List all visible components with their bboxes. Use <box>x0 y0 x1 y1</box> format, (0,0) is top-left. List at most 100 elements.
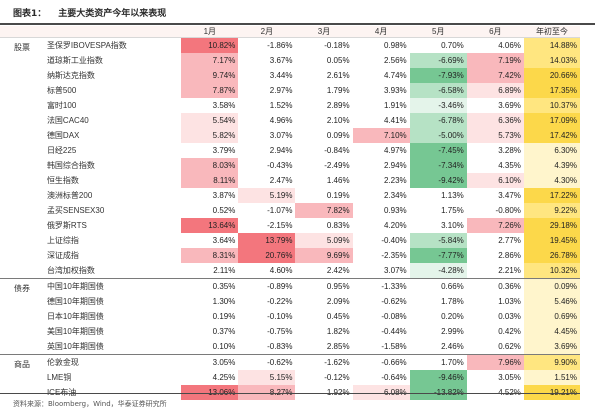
monthly-return-cell: 0.62% <box>498 342 521 351</box>
monthly-return-cell: 4.41% <box>383 116 407 125</box>
table-row: 台湾加权指数 2.11% 4.60% 2.42% 3.07% -4.28% 2.21% 10.… <box>0 263 580 279</box>
table-row: 道琼斯工业指数 7.17% 3.67% 0.05% 2.56% -6.69% 7.19% 14… <box>0 53 580 68</box>
monthly-return-cell: 4.35% <box>498 161 521 170</box>
table-row: 纳斯达克指数 9.74% 3.44% 2.61% 4.74% -7.93% 7.42% 20.… <box>0 68 580 83</box>
monthly-return-cell: 0.36% <box>466 278 524 294</box>
bottom-rule <box>0 393 580 394</box>
column-header: 1月 <box>181 26 239 38</box>
monthly-return-cell: 20.76% <box>238 248 296 263</box>
monthly-return-cell: -4.28% <box>409 263 467 279</box>
asset-name: 圣保罗IBOVESPA指数 <box>46 41 127 50</box>
header-row: 1月 2月 3月 4月 5月 6月 年初至今 <box>0 26 580 38</box>
monthly-return-cell: 4.52% <box>467 385 524 400</box>
category-label: 商品 <box>0 354 44 400</box>
monthly-return-cell: 1.30% <box>212 297 236 306</box>
monthly-return-cell: 2.42% <box>326 266 350 275</box>
monthly-return-cell: 0.45% <box>326 312 350 321</box>
monthly-return-cell: 7.26% <box>466 218 524 233</box>
table-body: 股票 圣保罗IBOVESPA指数 10.82% -1.86% -0.18% 0.98% 0.… <box>0 37 580 400</box>
monthly-return-cell: 0.03% <box>498 312 521 321</box>
monthly-return-cell: 7.87% <box>181 83 239 98</box>
table-row: 法国CAC40 5.54% 4.96% 2.10% 4.41% -6.78% 6.36% 17… <box>0 113 580 128</box>
ytd-return-cell: 14.03% <box>523 53 580 68</box>
table-row: 德国10年期国债 1.30% -0.22% 2.09% -0.62% 1.78% 1.03%… <box>0 294 580 309</box>
monthly-return-cell: 4.96% <box>269 116 293 125</box>
monthly-return-cell: 7.42% <box>466 68 524 83</box>
monthly-return-cell: 2.99% <box>441 327 464 336</box>
monthly-return-cell: 0.19% <box>212 312 236 321</box>
table-row: 孟买SENSEX30 0.52% -1.07% 7.82% 0.93% 1.75% -0.8… <box>0 203 580 218</box>
monthly-return-cell: -1.07% <box>267 206 293 215</box>
monthly-return-cell: -7.34% <box>409 158 467 173</box>
ytd-return-cell: 5.46% <box>523 294 580 309</box>
monthly-return-cell: 3.07% <box>269 131 293 140</box>
monthly-return-cell: -0.12% <box>324 373 350 382</box>
ytd-return-cell: 29.18% <box>523 218 580 233</box>
asset-name: 深证成指 <box>46 251 79 260</box>
monthly-return-cell: 1.92% <box>295 385 352 400</box>
monthly-return-cell: 0.09% <box>326 131 350 140</box>
ytd-return-cell: 17.42% <box>523 128 580 143</box>
monthly-return-cell: 3.47% <box>498 191 521 200</box>
monthly-return-cell: 2.11% <box>213 266 236 275</box>
monthly-return-cell: 3.67% <box>269 56 293 65</box>
table-row: 标普500 7.87% 2.97% 1.79% 3.93% -6.58% 6.89% 17.3… <box>0 83 580 98</box>
monthly-return-cell: 0.05% <box>326 56 350 65</box>
ytd-return-cell: 0.09% <box>523 278 580 294</box>
asset-name: 中国10年期国债 <box>43 278 182 294</box>
asset-performance-table: 1月 2月 3月 4月 5月 6月 年初至今 股票 圣保罗IBOVESPA指数 10.82% -1… <box>0 26 580 400</box>
ytd-return-cell: 6.30% <box>523 143 580 158</box>
monthly-return-cell: 5.82% <box>181 128 239 143</box>
monthly-return-cell: -2.15% <box>267 221 293 230</box>
ytd-return-cell: 9.22% <box>523 203 580 218</box>
monthly-return-cell: 2.85% <box>326 342 350 351</box>
monthly-return-cell: -3.46% <box>409 98 467 113</box>
monthly-return-cell: -6.78% <box>409 113 467 128</box>
monthly-return-cell: 2.77% <box>498 236 521 245</box>
column-header <box>0 26 44 38</box>
monthly-return-cell: -0.80% <box>495 206 521 215</box>
monthly-return-cell: 2.34% <box>383 191 407 200</box>
monthly-return-cell: -13.82% <box>409 385 467 400</box>
monthly-return-cell: 1.75% <box>441 206 464 215</box>
asset-name: 韩国综合指数 <box>46 161 95 170</box>
ytd-return-cell: 17.09% <box>523 113 580 128</box>
monthly-return-cell: -0.08% <box>381 312 407 321</box>
monthly-return-cell: -0.66% <box>352 354 410 370</box>
ytd-return-cell: 10.37% <box>523 98 580 113</box>
ytd-return-cell: 3.69% <box>523 339 580 355</box>
ytd-return-cell: 19.45% <box>523 233 580 248</box>
monthly-return-cell: -0.44% <box>381 327 407 336</box>
asset-name: 澳洲标普200 <box>46 191 93 200</box>
column-header: 5月 <box>409 26 467 38</box>
monthly-return-cell: 0.10% <box>212 342 236 351</box>
asset-name: 美国10年期国债 <box>46 327 104 336</box>
ytd-return-cell: 0.69% <box>523 309 580 324</box>
category-label: 债券 <box>0 278 44 355</box>
monthly-return-cell: -0.75% <box>267 327 293 336</box>
monthly-return-cell: 0.98% <box>383 41 407 50</box>
asset-name: 法国CAC40 <box>46 116 89 125</box>
ytd-return-cell: 20.66% <box>523 68 580 83</box>
monthly-return-cell: 4.06% <box>498 41 521 50</box>
table-row: ICE布油13.06%8.27%1.92%6.08%-13.82%4.52%19… <box>0 385 580 400</box>
monthly-return-cell: -0.18% <box>324 41 350 50</box>
monthly-return-cell: 7.19% <box>466 53 524 68</box>
column-header: 年初至今 <box>523 26 580 38</box>
ytd-return-cell: 1.51% <box>523 370 580 385</box>
column-header: 4月 <box>352 26 410 38</box>
monthly-return-cell: 13.79% <box>238 233 296 248</box>
monthly-return-cell: -9.46% <box>409 370 467 385</box>
table-row: 韩国综合指数 8.03% -0.43% -2.49% 2.94% -7.34% 4.35% 4… <box>0 158 580 173</box>
monthly-return-cell: 0.19% <box>326 191 350 200</box>
monthly-return-cell: 8.03% <box>181 158 239 173</box>
asset-name: 孟买SENSEX30 <box>46 206 105 215</box>
table-row: 澳洲标普200 3.87% 5.19% 0.19% 2.34% 1.13% 3.47% 17.… <box>0 188 580 203</box>
monthly-return-cell: 6.89% <box>466 83 524 98</box>
monthly-return-cell: 3.87% <box>212 191 236 200</box>
monthly-return-cell: -2.49% <box>324 161 350 170</box>
monthly-return-cell: 3.44% <box>269 71 293 80</box>
column-header: 2月 <box>238 26 296 38</box>
source-note: 资料来源：Bloomberg，Wind，华泰证券研究所 <box>13 400 167 408</box>
asset-name: 伦敦金现 <box>43 354 182 370</box>
